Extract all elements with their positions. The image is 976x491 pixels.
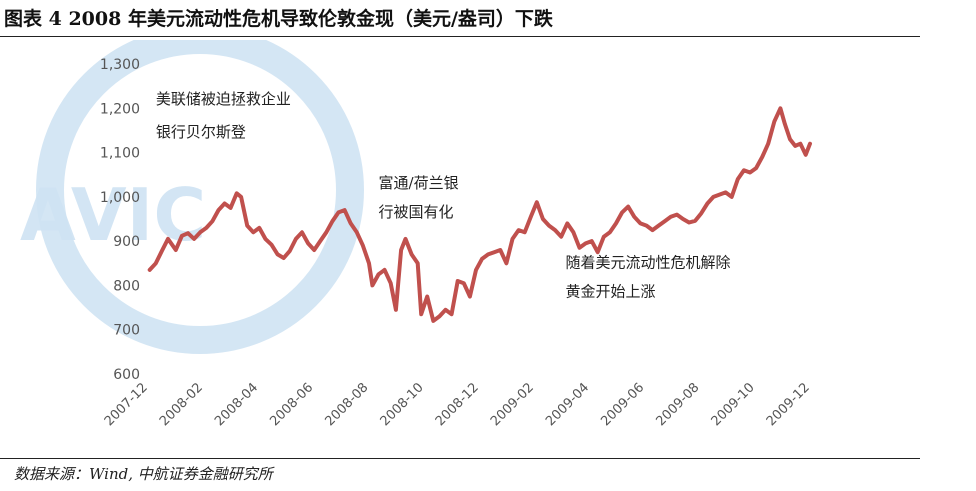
x-tick-label: 2008-12: [433, 380, 482, 429]
x-tick-label: 2008-02: [157, 380, 206, 429]
y-tick-label: 1,100: [100, 146, 140, 162]
y-tick-label: 1,200: [100, 101, 140, 117]
annotation-text: 黄金开始上涨: [566, 283, 656, 301]
bottom-rule: [0, 458, 920, 459]
x-tick-label: 2008-06: [267, 380, 316, 429]
watermark-text: AVIC: [20, 173, 206, 257]
annotations: 美联储被迫拯救企业银行贝尔斯登富通/荷兰银行被国有化随着美元流动性危机解除黄金开…: [156, 90, 731, 301]
x-tick-label: 2009-06: [598, 380, 647, 429]
annotation-text: 富通/荷兰银: [379, 174, 459, 192]
y-tick-label: 1,300: [100, 57, 140, 73]
data-source: 数据来源：Wind, 中航证券金融研究所: [14, 465, 273, 483]
y-tick-label: 800: [113, 278, 140, 294]
annotation-text: 美联储被迫拯救企业: [156, 90, 291, 108]
watermark-logo: AVIC: [20, 40, 364, 354]
y-tick-label: 900: [113, 234, 140, 250]
gold-price-line: [147, 106, 812, 323]
x-tick-label: 2007-12: [102, 380, 151, 429]
x-axis: 2007-12 2008-02 2008-04 2008-06 2008-08 2008-…: [102, 380, 813, 429]
annotation-text: 随着美元流动性危机解除: [566, 254, 731, 272]
y-axis: 600 700 800 900 1,000 1,100 1,200 1,300: [100, 57, 140, 383]
y-tick-label: 1,000: [100, 190, 140, 206]
figure-title: 图表 4 2008 年美元流动性危机导致伦敦金现（美元/盎司）下跌: [4, 8, 553, 30]
annotation-text: 行被国有化: [379, 203, 454, 221]
x-tick-label: 2009-08: [653, 380, 702, 429]
x-tick-label: 2009-10: [709, 380, 758, 429]
x-tick-label: 2009-02: [488, 380, 537, 429]
x-tick-label: 2009-04: [543, 380, 592, 429]
y-tick-label: 700: [113, 323, 140, 339]
title-rule: [0, 36, 920, 37]
y-tick-label: 600: [113, 367, 140, 383]
annotation-text: 银行贝尔斯登: [156, 123, 246, 141]
watermark-ring: [36, 40, 364, 354]
x-tick-label: 2009-12: [764, 380, 813, 429]
x-tick-label: 2008-08: [322, 380, 371, 429]
x-tick-label: 2008-10: [378, 380, 427, 429]
gold-price-chart: 600 700 800 900 1,000 1,100 1,200 1,300 2007-12…: [100, 57, 813, 429]
x-tick-label: 2008-04: [212, 380, 261, 429]
